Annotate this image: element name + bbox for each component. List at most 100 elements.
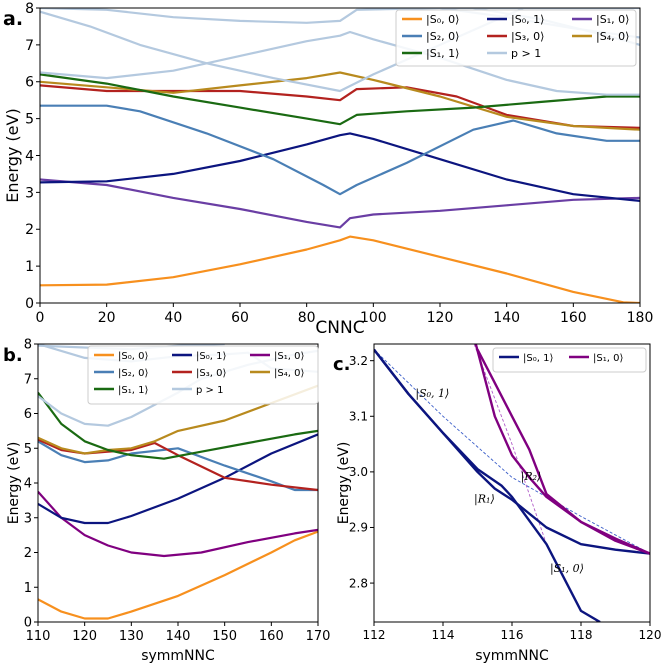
series-line [40,104,640,196]
panel-b: 110 120 130 140 150 160 170 0 1 2 3 4 5 6 7 8 symmNNC Ene… [3,338,330,664]
series-line [374,348,601,622]
legend-label: |S₀, 1⟩ [523,353,553,364]
y-tick-label: 6 [24,407,32,422]
series-line [476,349,650,555]
legend: |S₀, 1⟩ |S₁, 0⟩ [492,347,647,373]
legend-box [87,345,319,405]
annotation-label: |S₁, 0⟩ [550,562,584,576]
legend-label: |S₁, 1⟩ [118,385,148,396]
diabat-line [374,349,650,554]
x-tick-label: 0 [36,310,45,326]
x-tick-label: 170 [306,629,331,644]
legend-label: p > 1 [196,385,223,396]
y-tick-label: 3 [25,185,34,201]
series-line [38,490,318,558]
y-tick-label: 4 [25,148,34,164]
panel-label: b. [3,345,23,366]
legend-label: |S₂, 0⟩ [118,368,148,379]
y-tick-label: 2.9 [349,521,368,535]
y-tick-label: 2.8 [349,576,368,590]
x-tick-label: 118 [570,628,593,642]
panel-a: 0 20 40 60 80 100 120 140 160 180 0 1 2 3 4 5 6 7 8 CNNC Ene… [3,1,653,338]
y-tick-label: 7 [24,372,32,387]
x-axis-label: CNNC [315,318,364,338]
x-tick-label: 120 [639,628,662,642]
series-line [40,235,640,303]
x-tick-label: 100 [360,310,387,326]
series-line [40,73,640,126]
series-line [40,71,640,131]
x-tick-label: 140 [166,629,191,644]
plot-area [374,344,650,622]
legend-label: |S₁, 0⟩ [596,13,629,26]
y-tick-label: 6 [25,75,34,91]
series-line [40,8,640,24]
plot-frame [373,343,651,623]
annotation-label: |S₀, 1⟩ [415,387,449,401]
legend-label: |S₁, 0⟩ [593,353,623,364]
series-line [40,30,640,96]
y-tick-label: 5 [24,442,32,457]
x-tick-label: 116 [501,628,524,642]
series-line [38,530,318,620]
y-tick-label: 1 [24,581,32,596]
legend-label: |S₁, 0⟩ [274,351,304,362]
y-tick-label: 3.2 [349,354,368,368]
x-tick-label: 160 [560,310,587,326]
series-line [38,440,318,492]
y-tick-label: 8 [25,1,34,17]
y-tick-label: 3 [24,511,32,526]
x-tick-label: 114 [432,628,455,642]
x-tick-label: 110 [26,629,51,644]
legend: |S₀, 0⟩ |S₂, 0⟩ |S₁, 1⟩ |S₀, 1⟩ |S₃, 0⟩ p > 1… [87,345,319,405]
y-tick-label: 0 [24,616,32,631]
legend-label: |S₃, 0⟩ [511,30,544,43]
series-line [374,348,650,555]
y-tick-label: 8 [24,338,32,353]
series-line [38,433,318,525]
panel-label: a. [3,8,23,30]
legend-label: |S₀, 0⟩ [426,13,459,26]
legend-label: |S₁, 1⟩ [426,47,459,60]
legend-label: |S₂, 0⟩ [426,30,459,43]
x-tick-label: 80 [298,310,316,326]
x-tick-label: 60 [231,310,249,326]
y-tick-label: 5 [25,112,34,128]
y-axis-label: Energy (eV) [336,442,352,525]
y-axis-label: Energy (eV) [3,108,22,202]
legend-label: p > 1 [511,47,541,60]
x-axis-label: symmNNC [141,648,215,664]
x-tick-label: 140 [493,310,520,326]
panel-label: c. [333,354,351,375]
x-tick-label: 150 [212,629,237,644]
x-tick-label: 40 [164,310,182,326]
legend-label: |S₄, 0⟩ [596,30,629,43]
legend-label: |S₀, 1⟩ [196,351,226,362]
x-tick-label: 130 [119,629,144,644]
y-tick-label: 3.0 [349,465,368,479]
legend-label: |S₄, 0⟩ [274,368,304,379]
y-tick-label: 2 [24,546,32,561]
legend-box [492,347,647,373]
y-tick-label: 4 [24,477,32,492]
legend-box [395,9,637,67]
annotation-label: |R₂⟩ [521,470,542,484]
series-line [38,391,318,460]
x-axis-label: symmNNC [475,648,549,664]
x-tick-label: 120 [427,310,454,326]
legend-label: |S₃, 0⟩ [196,368,226,379]
x-tick-label: 112 [363,628,386,642]
legend-label: |S₀, 0⟩ [118,351,148,362]
series-line [38,384,318,455]
legend: |S₀, 0⟩ |S₂, 0⟩ |S₁, 1⟩ |S₀, 1⟩ |S₃, 0⟩ p > 1… [395,9,637,67]
x-tick-label: 120 [72,629,97,644]
series-line [474,344,650,555]
y-tick-label: 3.1 [349,409,368,423]
x-tick-label: 180 [627,310,654,326]
series-line [40,132,640,202]
x-tick-label: 20 [98,310,116,326]
y-axis-label: Energy (eV) [6,442,22,525]
y-tick-label: 0 [25,296,34,312]
